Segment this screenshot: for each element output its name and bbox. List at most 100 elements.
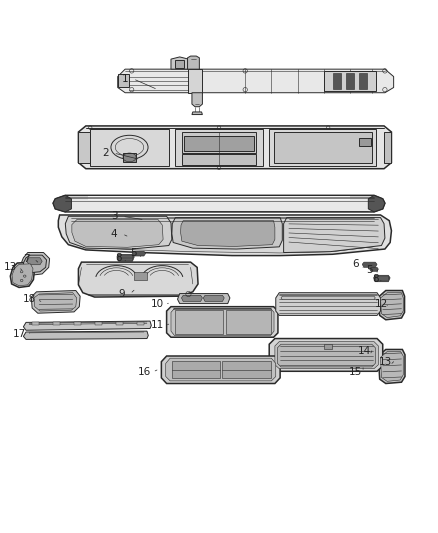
Text: 13: 13 xyxy=(379,357,392,367)
Polygon shape xyxy=(175,129,263,166)
Text: 5: 5 xyxy=(366,265,373,275)
Polygon shape xyxy=(226,310,272,334)
Polygon shape xyxy=(374,275,390,282)
Text: 17: 17 xyxy=(12,329,26,339)
Polygon shape xyxy=(34,293,77,311)
Polygon shape xyxy=(370,268,378,271)
Polygon shape xyxy=(223,361,271,378)
Polygon shape xyxy=(378,350,405,384)
Polygon shape xyxy=(134,272,147,280)
Polygon shape xyxy=(182,154,256,165)
Polygon shape xyxy=(23,255,46,272)
Polygon shape xyxy=(171,309,274,335)
Polygon shape xyxy=(172,217,283,249)
Polygon shape xyxy=(276,293,381,316)
Polygon shape xyxy=(23,321,151,330)
Polygon shape xyxy=(188,69,201,93)
Polygon shape xyxy=(192,112,202,115)
Polygon shape xyxy=(53,322,60,325)
Polygon shape xyxy=(88,196,350,200)
Polygon shape xyxy=(123,153,136,161)
Polygon shape xyxy=(90,129,169,166)
Text: 11: 11 xyxy=(150,320,164,330)
Text: 16: 16 xyxy=(138,367,152,377)
Polygon shape xyxy=(53,195,71,212)
Text: 13: 13 xyxy=(4,262,17,272)
Polygon shape xyxy=(324,71,376,91)
Text: 14: 14 xyxy=(357,346,371,356)
Polygon shape xyxy=(181,295,202,302)
Polygon shape xyxy=(175,60,184,68)
Polygon shape xyxy=(72,220,163,247)
Polygon shape xyxy=(378,290,405,320)
Polygon shape xyxy=(74,322,81,325)
Polygon shape xyxy=(116,322,123,325)
Text: 3: 3 xyxy=(111,211,117,221)
Polygon shape xyxy=(274,132,372,163)
Polygon shape xyxy=(368,343,378,352)
Polygon shape xyxy=(78,132,90,163)
Polygon shape xyxy=(284,217,385,253)
Polygon shape xyxy=(78,126,392,169)
Text: 6: 6 xyxy=(352,260,359,269)
Text: 12: 12 xyxy=(375,298,388,309)
Polygon shape xyxy=(269,129,376,166)
Polygon shape xyxy=(180,221,275,246)
Polygon shape xyxy=(359,138,371,147)
Polygon shape xyxy=(269,338,383,372)
Polygon shape xyxy=(118,69,394,93)
Polygon shape xyxy=(69,217,383,253)
Polygon shape xyxy=(12,264,33,286)
Polygon shape xyxy=(132,251,146,256)
Polygon shape xyxy=(78,262,198,297)
Text: 10: 10 xyxy=(150,300,163,310)
Polygon shape xyxy=(171,57,188,69)
Polygon shape xyxy=(95,322,102,325)
Polygon shape xyxy=(381,293,403,318)
Polygon shape xyxy=(23,331,148,340)
Polygon shape xyxy=(166,358,276,381)
Polygon shape xyxy=(58,215,392,256)
Polygon shape xyxy=(65,216,172,249)
Polygon shape xyxy=(184,135,254,151)
Polygon shape xyxy=(177,294,230,304)
Polygon shape xyxy=(137,322,144,325)
Text: 7: 7 xyxy=(23,254,29,264)
Polygon shape xyxy=(161,356,280,384)
Text: 4: 4 xyxy=(111,229,117,239)
Text: 8: 8 xyxy=(115,253,122,263)
Text: 9: 9 xyxy=(119,289,125,299)
Polygon shape xyxy=(175,310,223,334)
Polygon shape xyxy=(166,306,278,337)
Text: 1: 1 xyxy=(122,74,128,84)
Polygon shape xyxy=(21,253,49,275)
Polygon shape xyxy=(27,258,42,265)
Polygon shape xyxy=(324,344,332,349)
Polygon shape xyxy=(278,344,375,367)
Text: 2: 2 xyxy=(102,148,109,158)
Polygon shape xyxy=(32,322,39,325)
Polygon shape xyxy=(118,75,130,87)
Polygon shape xyxy=(281,296,375,300)
Polygon shape xyxy=(275,342,378,369)
Text: 15: 15 xyxy=(349,367,362,377)
Text: 5: 5 xyxy=(131,248,137,259)
Polygon shape xyxy=(117,254,134,261)
Text: 8: 8 xyxy=(372,274,378,284)
Polygon shape xyxy=(192,93,202,107)
Polygon shape xyxy=(384,132,392,163)
Polygon shape xyxy=(362,262,377,268)
Polygon shape xyxy=(346,73,354,89)
Polygon shape xyxy=(31,290,80,313)
Polygon shape xyxy=(182,132,256,153)
Polygon shape xyxy=(332,73,341,89)
Polygon shape xyxy=(172,361,220,378)
Polygon shape xyxy=(381,352,403,381)
Text: 18: 18 xyxy=(22,294,36,304)
Polygon shape xyxy=(11,262,35,287)
Polygon shape xyxy=(53,195,385,212)
Polygon shape xyxy=(187,56,199,69)
Polygon shape xyxy=(203,295,224,302)
Polygon shape xyxy=(359,73,367,89)
Polygon shape xyxy=(368,195,385,212)
